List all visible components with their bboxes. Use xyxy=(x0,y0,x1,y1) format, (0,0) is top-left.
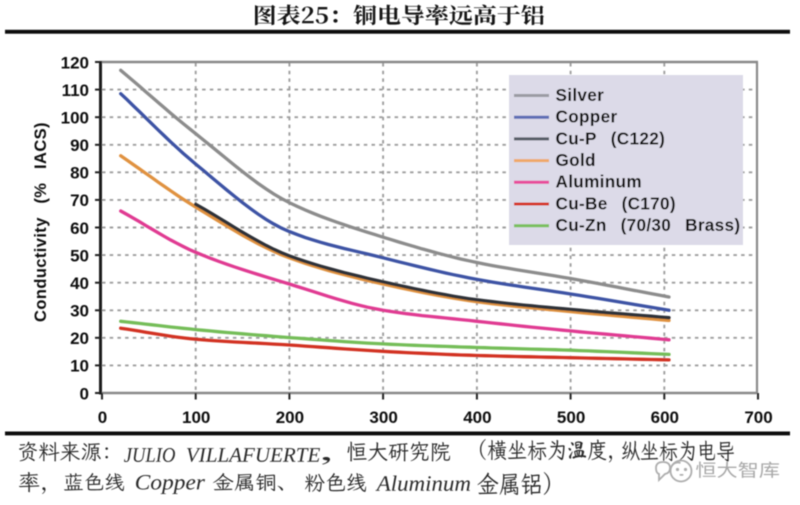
svg-text:80: 80 xyxy=(70,164,89,183)
svg-text:200: 200 xyxy=(276,408,304,427)
svg-text:Silver: Silver xyxy=(556,85,605,105)
svg-text:90: 90 xyxy=(70,136,89,155)
svg-text:40: 40 xyxy=(70,274,89,293)
svg-text:Cu-Be (C170): Cu-Be (C170) xyxy=(556,193,676,213)
svg-text:120: 120 xyxy=(61,53,89,72)
svg-text:Cu-Zn (70/30 Brass): Cu-Zn (70/30 Brass) xyxy=(556,215,741,235)
svg-text:400: 400 xyxy=(463,408,491,427)
svg-text:300: 300 xyxy=(369,408,397,427)
svg-text:600: 600 xyxy=(651,408,679,427)
svg-text:Gold: Gold xyxy=(556,150,596,170)
svg-text:100: 100 xyxy=(61,109,89,128)
svg-text:Copper: Copper xyxy=(556,107,618,127)
svg-text:50: 50 xyxy=(70,246,89,265)
svg-text:10: 10 xyxy=(70,357,89,376)
svg-text:110: 110 xyxy=(62,81,89,100)
svg-text:60: 60 xyxy=(70,219,89,238)
svg-text:700: 700 xyxy=(744,408,772,427)
svg-text:30: 30 xyxy=(70,302,89,321)
svg-text:0: 0 xyxy=(80,384,89,403)
svg-text:Aluminum: Aluminum xyxy=(556,172,642,192)
svg-text:Cu-P (C122): Cu-P (C122) xyxy=(556,128,666,148)
svg-text:70: 70 xyxy=(70,191,89,210)
svg-text:0: 0 xyxy=(98,408,107,427)
svg-text:100: 100 xyxy=(182,408,210,427)
svg-text:20: 20 xyxy=(70,329,89,348)
svg-text:Conductivity (% IACS): Conductivity (% IACS) xyxy=(32,122,50,322)
svg-text:500: 500 xyxy=(557,408,585,427)
